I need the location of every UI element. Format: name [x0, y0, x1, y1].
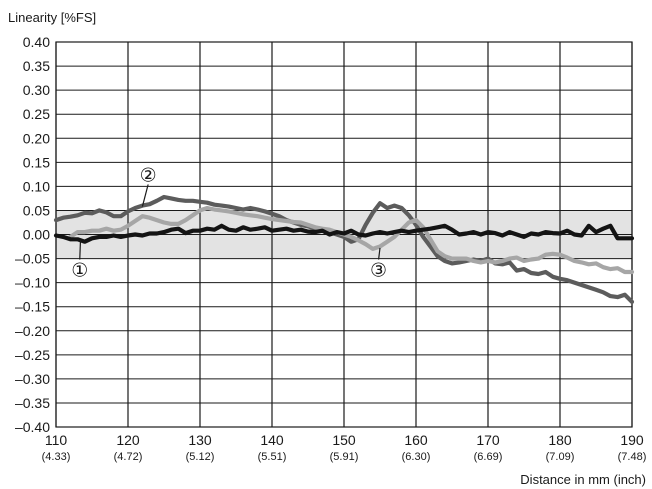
x-tick-label: 120 — [116, 432, 140, 448]
marker-1-background — [69, 259, 90, 280]
series-3-line — [68, 205, 635, 275]
y-axis-label: Linearity [%FS] — [8, 10, 96, 25]
x-tick-sublabel: (5.12) — [186, 451, 215, 463]
x-tick-label: 160 — [404, 432, 428, 448]
y-tick-label: 0.05 — [23, 202, 50, 218]
x-tick-sublabel: (6.30) — [402, 451, 431, 463]
y-tick-label: –0.25 — [15, 347, 50, 363]
y-tick-label: –0.35 — [15, 395, 50, 411]
x-tick-sublabel: (4.72) — [114, 451, 143, 463]
y-tick-label: –0.05 — [15, 251, 50, 267]
x-tick-label: 130 — [188, 432, 212, 448]
x-tick-label: 150 — [332, 432, 356, 448]
x-tick-sublabel: (7.48) — [618, 451, 647, 463]
x-tick-label: 140 — [260, 432, 284, 448]
x-tick-label: 180 — [548, 432, 572, 448]
x-tick-label: 110 — [45, 432, 68, 448]
annotations: ① ② ③ — [69, 164, 389, 282]
y-tick-label: 0.00 — [23, 227, 50, 243]
y-tick-label: 0.15 — [23, 154, 50, 170]
marker-3-leader — [377, 247, 381, 260]
y-tick-label: 0.10 — [23, 178, 50, 194]
y-tick-label: –0.30 — [15, 371, 50, 387]
x-tick-sublabel: (6.69) — [474, 451, 503, 463]
y-tick-label: 0.40 — [23, 34, 50, 50]
y-tick-label: 0.30 — [23, 82, 50, 98]
y-tick-label: 0.25 — [23, 106, 50, 122]
x-tick-sublabel: (5.91) — [330, 451, 359, 463]
y-tick-label: –0.10 — [15, 275, 50, 291]
x-tick-sublabel: (7.09) — [546, 451, 575, 463]
y-tick-label: –0.40 — [15, 419, 50, 435]
y-tick-labels: 0.40 0.35 0.30 0.25 0.20 0.15 0.10 0.05 0.00 –0.0… — [15, 34, 50, 435]
y-tick-label: –0.20 — [15, 323, 50, 339]
marker-2-leader — [141, 184, 149, 207]
x-tick-label: 170 — [476, 432, 500, 448]
x-tick-labels: 110 (4.33) 120 (4.72) 130 (5.12) 140 (5.51) 150 (… — [42, 432, 647, 463]
y-tick-label: –0.15 — [15, 299, 50, 315]
x-tick-sublabel: (5.51) — [258, 451, 287, 463]
marker-1: ① — [71, 260, 88, 282]
series-2-line — [53, 194, 635, 304]
y-tick-label: 0.35 — [23, 58, 50, 74]
marker-3: ③ — [370, 260, 387, 282]
y-tick-label: 0.20 — [23, 130, 50, 146]
series-1-line — [53, 223, 635, 244]
marker-1-leader — [79, 240, 82, 260]
x-axis-label: Distance in mm (inch) — [520, 472, 646, 487]
x-tick-label: 190 — [620, 432, 644, 448]
series-lines — [53, 194, 635, 304]
marker-3-background — [368, 259, 389, 280]
marker-2-background — [138, 164, 159, 185]
x-tick-sublabel: (4.33) — [42, 451, 71, 463]
marker-2: ② — [140, 164, 157, 186]
